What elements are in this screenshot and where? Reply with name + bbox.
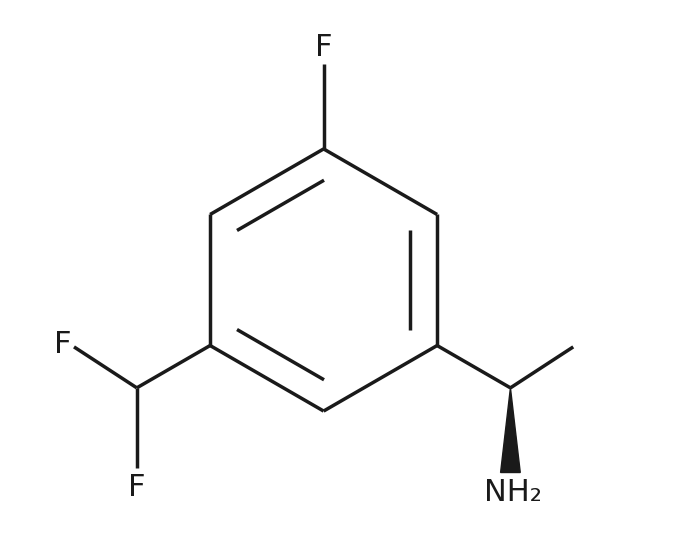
Text: NH₂: NH₂ xyxy=(484,478,542,507)
Text: F: F xyxy=(128,473,146,502)
Text: F: F xyxy=(315,32,333,62)
Text: F: F xyxy=(54,330,71,358)
Polygon shape xyxy=(500,388,520,473)
